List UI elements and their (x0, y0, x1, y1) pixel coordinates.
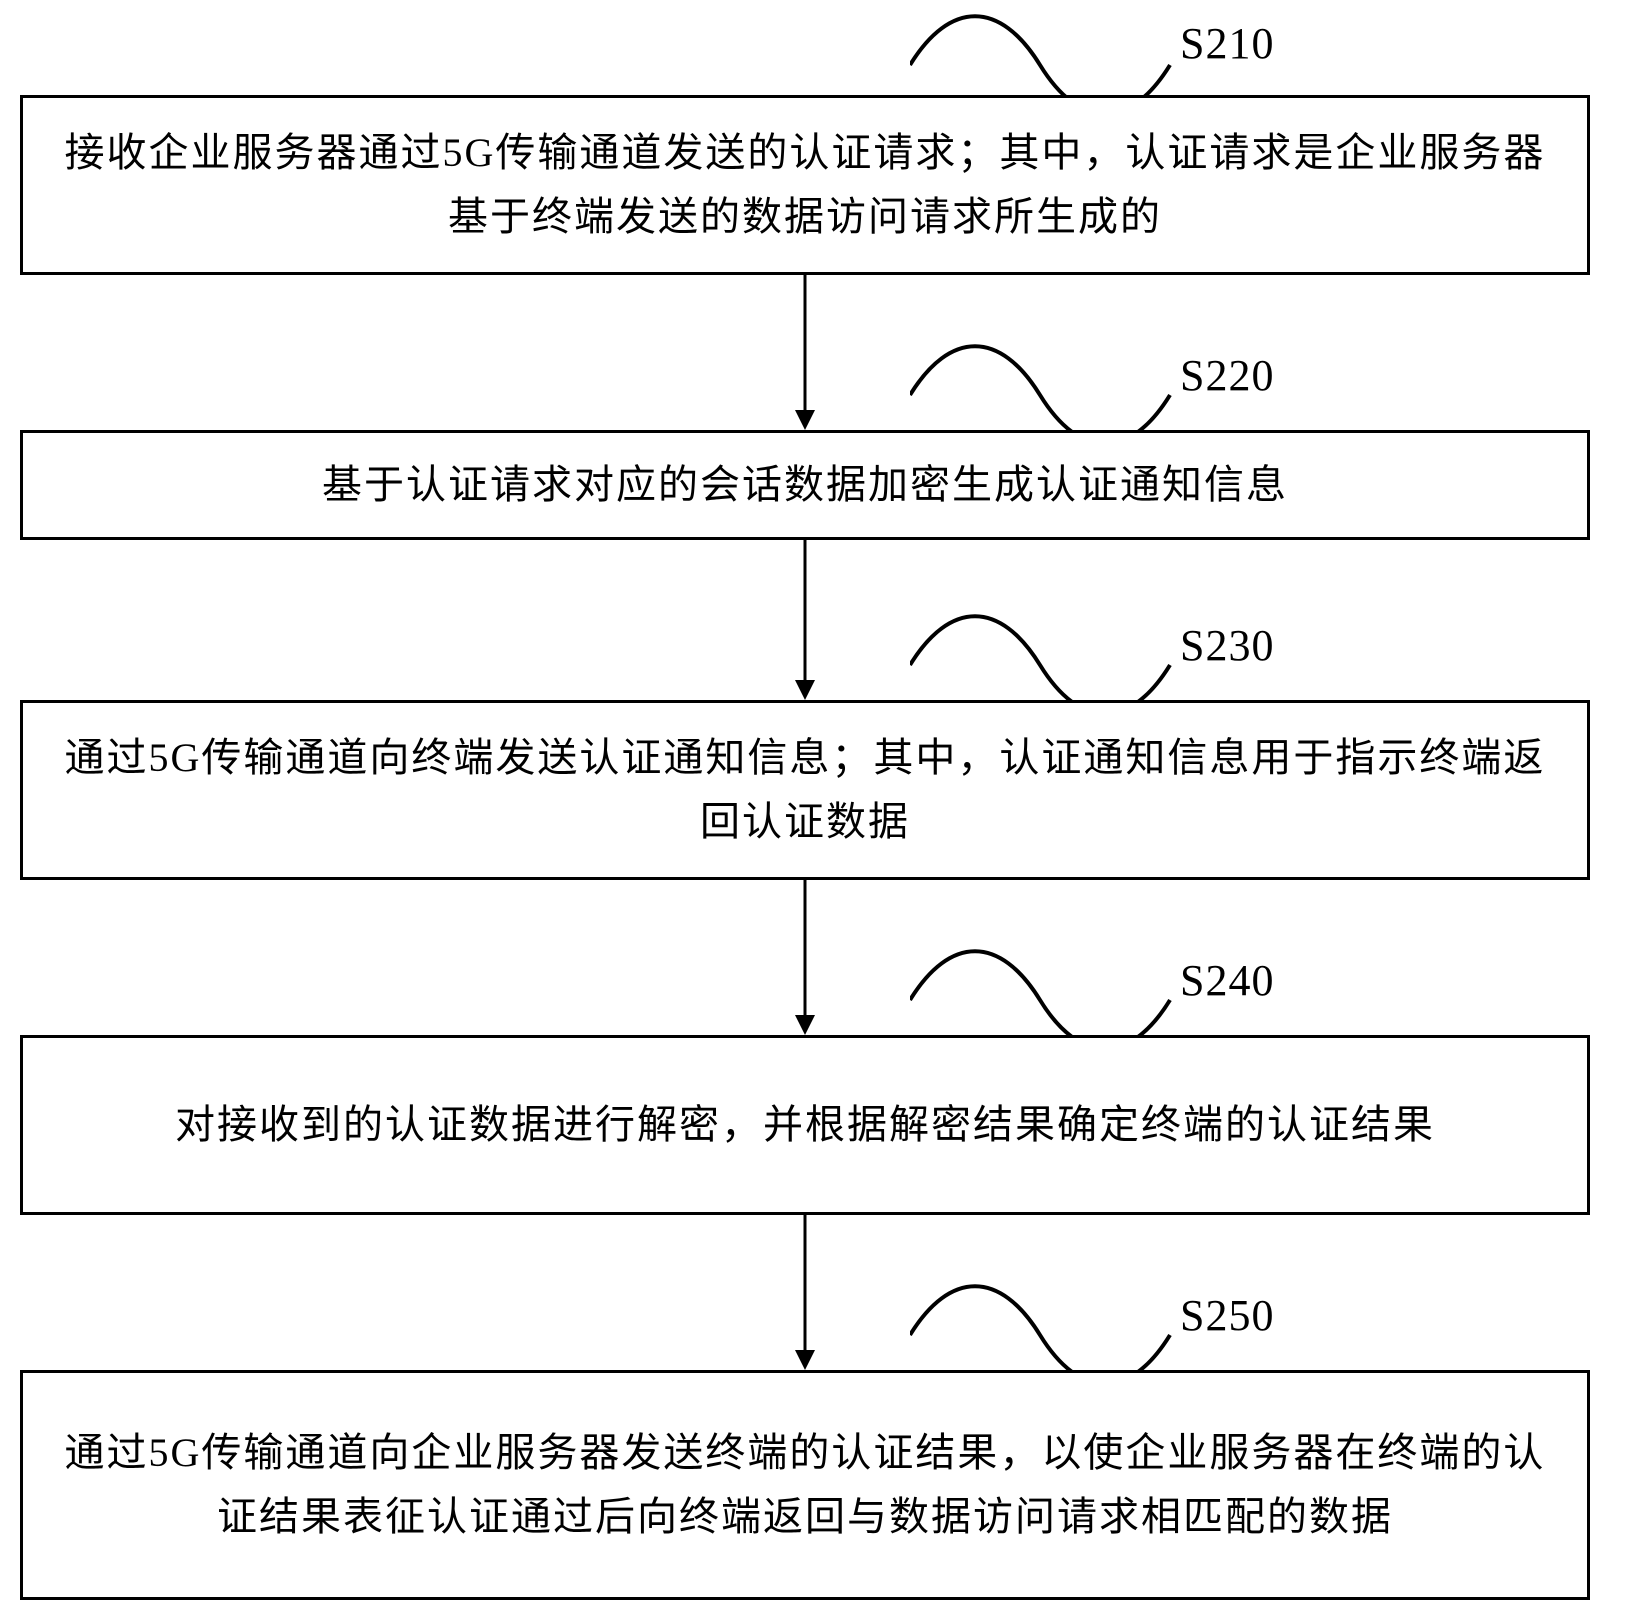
wave-icon (910, 945, 1180, 1045)
step-label-text: S210 (1180, 18, 1274, 69)
wave-icon (910, 610, 1180, 710)
flowchart-node-s210: 接收企业服务器通过5G传输通道发送的认证请求；其中，认证请求是企业服务器基于终端… (20, 95, 1590, 275)
step-text: 基于认证请求对应的会话数据加密生成认证通知信息 (322, 453, 1288, 517)
arrow-icon (795, 540, 815, 700)
arrow-icon (795, 275, 815, 430)
step-text: 通过5G传输通道向企业服务器发送终端的认证结果，以使企业服务器在终端的认证结果表… (47, 1421, 1563, 1549)
step-label-text: S250 (1180, 1290, 1274, 1341)
flowchart-node-s240: 对接收到的认证数据进行解密，并根据解密结果确定终端的认证结果 (20, 1035, 1590, 1215)
arrow-icon (795, 880, 815, 1035)
flowchart-node-s220: 基于认证请求对应的会话数据加密生成认证通知信息 (20, 430, 1590, 540)
step-label-text: S230 (1180, 620, 1274, 671)
step-label-text: S220 (1180, 350, 1274, 401)
wave-icon (910, 1280, 1180, 1380)
flowchart-container: S210 接收企业服务器通过5G传输通道发送的认证请求；其中，认证请求是企业服务… (0, 0, 1626, 1615)
step-text: 对接收到的认证数据进行解密，并根据解密结果确定终端的认证结果 (175, 1093, 1435, 1157)
flowchart-node-s250: 通过5G传输通道向企业服务器发送终端的认证结果，以使企业服务器在终端的认证结果表… (20, 1370, 1590, 1600)
step-label-text: S240 (1180, 955, 1274, 1006)
step-text: 接收企业服务器通过5G传输通道发送的认证请求；其中，认证请求是企业服务器基于终端… (47, 121, 1563, 249)
arrow-icon (795, 1215, 815, 1370)
flowchart-node-s230: 通过5G传输通道向终端发送认证通知信息；其中，认证通知信息用于指示终端返回认证数… (20, 700, 1590, 880)
wave-icon (910, 340, 1180, 440)
step-text: 通过5G传输通道向终端发送认证通知信息；其中，认证通知信息用于指示终端返回认证数… (47, 726, 1563, 854)
